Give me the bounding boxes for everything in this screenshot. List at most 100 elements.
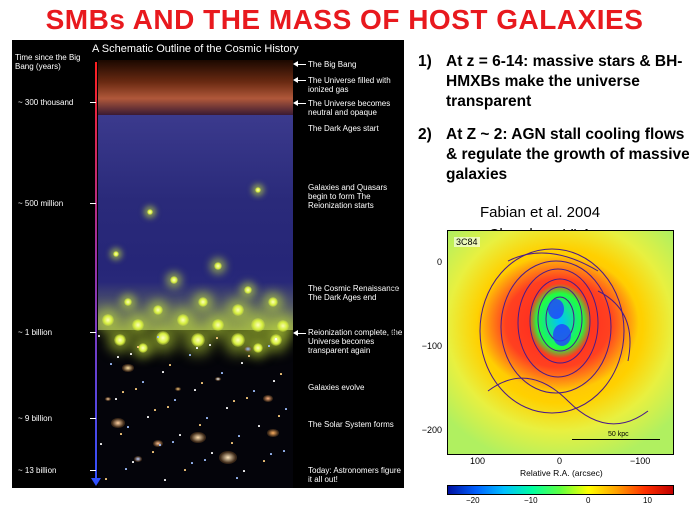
event-cosmic-renaissance: The Cosmic Renaissance The Dark Ages end [308, 284, 400, 302]
background-star [253, 390, 255, 392]
background-star [125, 468, 127, 470]
galaxy-image [219, 451, 237, 464]
protogalaxy-dot [231, 333, 245, 347]
event-galaxies-evolve: Galaxies evolve [308, 383, 365, 392]
universe-panel [98, 60, 293, 488]
time-arrow [95, 62, 97, 484]
background-star [204, 459, 206, 461]
background-star [273, 380, 275, 382]
event-arrow [293, 61, 306, 67]
slide-title: SMBs AND THE MASS OF HOST GALAXIES [45, 4, 644, 35]
colorbar-tick-neg20: −20 [466, 496, 480, 505]
galaxy-image [244, 346, 252, 352]
tick-mark [90, 332, 96, 333]
point-1: 1) At z = 6-14: massive stars & BH-HMXBs… [418, 52, 688, 114]
background-star [154, 409, 156, 411]
background-star [191, 462, 193, 464]
event-arrow [293, 330, 306, 336]
background-star [169, 364, 171, 366]
protogalaxy-dot [268, 297, 278, 307]
event-galaxies-quasars: Galaxies and Quasars begin to form The R… [308, 183, 388, 210]
background-star [216, 337, 218, 339]
colorbar [447, 485, 674, 495]
event-reionization-complete: Reionization complete, the Universe beco… [308, 328, 403, 355]
galaxy-image [190, 432, 206, 444]
map-source-label: 3C84 [454, 237, 480, 247]
colorbar-tick-0: 0 [586, 496, 591, 505]
citation-author: Fabian et al. 2004 [479, 204, 601, 221]
background-star [98, 335, 100, 337]
galaxy-image [153, 440, 163, 447]
time-axis-title: Time since the Big Bang (years) [15, 53, 81, 71]
background-star [280, 373, 282, 375]
ionized-gas-region [98, 60, 293, 115]
galaxies-field [98, 330, 293, 488]
point-1-text: At z = 6-14: massive stars & BH-HMXBs ma… [446, 53, 683, 110]
tick-label-9-billion: ~ 9 billion [18, 414, 53, 423]
galaxy-image [215, 377, 221, 382]
event-today: Today: Astronomers figure it all out! [308, 466, 401, 484]
background-star [159, 444, 161, 446]
galaxy-image [175, 387, 181, 392]
galaxy-image [122, 364, 134, 373]
background-star [100, 443, 102, 445]
background-star [132, 461, 134, 463]
event-ionized-gas: The Universe filled with ionized gas [308, 76, 391, 94]
background-star [206, 417, 208, 419]
background-star [199, 424, 201, 426]
background-star [270, 453, 272, 455]
map-xtick-neg100: −100 [630, 456, 651, 466]
tick-mark [90, 470, 96, 471]
point-1-number: 1) [418, 53, 432, 70]
map-ytick-neg100: −100 [421, 341, 442, 351]
background-star [278, 415, 280, 417]
background-star [172, 441, 174, 443]
tick-label-500-million: ~ 500 million [18, 199, 64, 208]
protogalaxy-dot [198, 297, 208, 307]
tick-mark [90, 102, 96, 103]
colorbar-tick-10: 10 [643, 496, 652, 505]
background-star [268, 345, 270, 347]
protogalaxy-dot [113, 251, 119, 257]
colorbar-tick-neg10: −10 [524, 496, 538, 505]
background-star [167, 406, 169, 408]
background-star [258, 425, 260, 427]
background-star [236, 477, 238, 479]
background-star [209, 344, 211, 346]
background-star [283, 450, 285, 452]
background-star [120, 433, 122, 435]
scale-bar-label: 50 kpc [608, 431, 629, 438]
protogalaxy-dot [124, 298, 132, 306]
protogalaxy-dot [277, 320, 289, 332]
tick-label-300-thousand: ~ 300 thousand [18, 98, 74, 107]
background-star [226, 407, 228, 409]
point-2-text: At Z ~ 2: AGN stall cooling flows & regu… [446, 126, 689, 183]
event-big-bang: The Big Bang [308, 60, 357, 69]
background-star [201, 382, 203, 384]
protogalaxy-dot [156, 331, 170, 345]
protogalaxy-dot [153, 305, 163, 315]
background-star [241, 362, 243, 364]
tick-mark [90, 203, 96, 204]
background-star [115, 398, 117, 400]
schematic-title: A Schematic Outline of the Cosmic Histor… [92, 43, 299, 55]
protogalaxy-dot [147, 209, 153, 215]
protogalaxy-dot [270, 334, 282, 346]
point-2: 2) At Z ~ 2: AGN stall cooling flows & r… [418, 125, 689, 187]
background-star [152, 451, 154, 453]
background-star [110, 363, 112, 365]
background-star [211, 452, 213, 454]
background-star [248, 355, 250, 357]
protogalaxy-dot [177, 314, 189, 326]
background-star [117, 356, 119, 358]
cosmic-history-schematic: A Schematic Outline of the Cosmic Histor… [12, 40, 404, 488]
background-star [246, 397, 248, 399]
background-star [233, 400, 235, 402]
protogalaxy-dot [212, 319, 224, 331]
background-star [275, 338, 277, 340]
tick-label-13-billion: ~ 13 billion [18, 466, 57, 475]
protogalaxy-dot [170, 276, 178, 284]
background-star [147, 416, 149, 418]
map-xlabel: Relative R.A. (arcsec) [520, 468, 603, 478]
protogalaxy-dot [255, 187, 261, 193]
